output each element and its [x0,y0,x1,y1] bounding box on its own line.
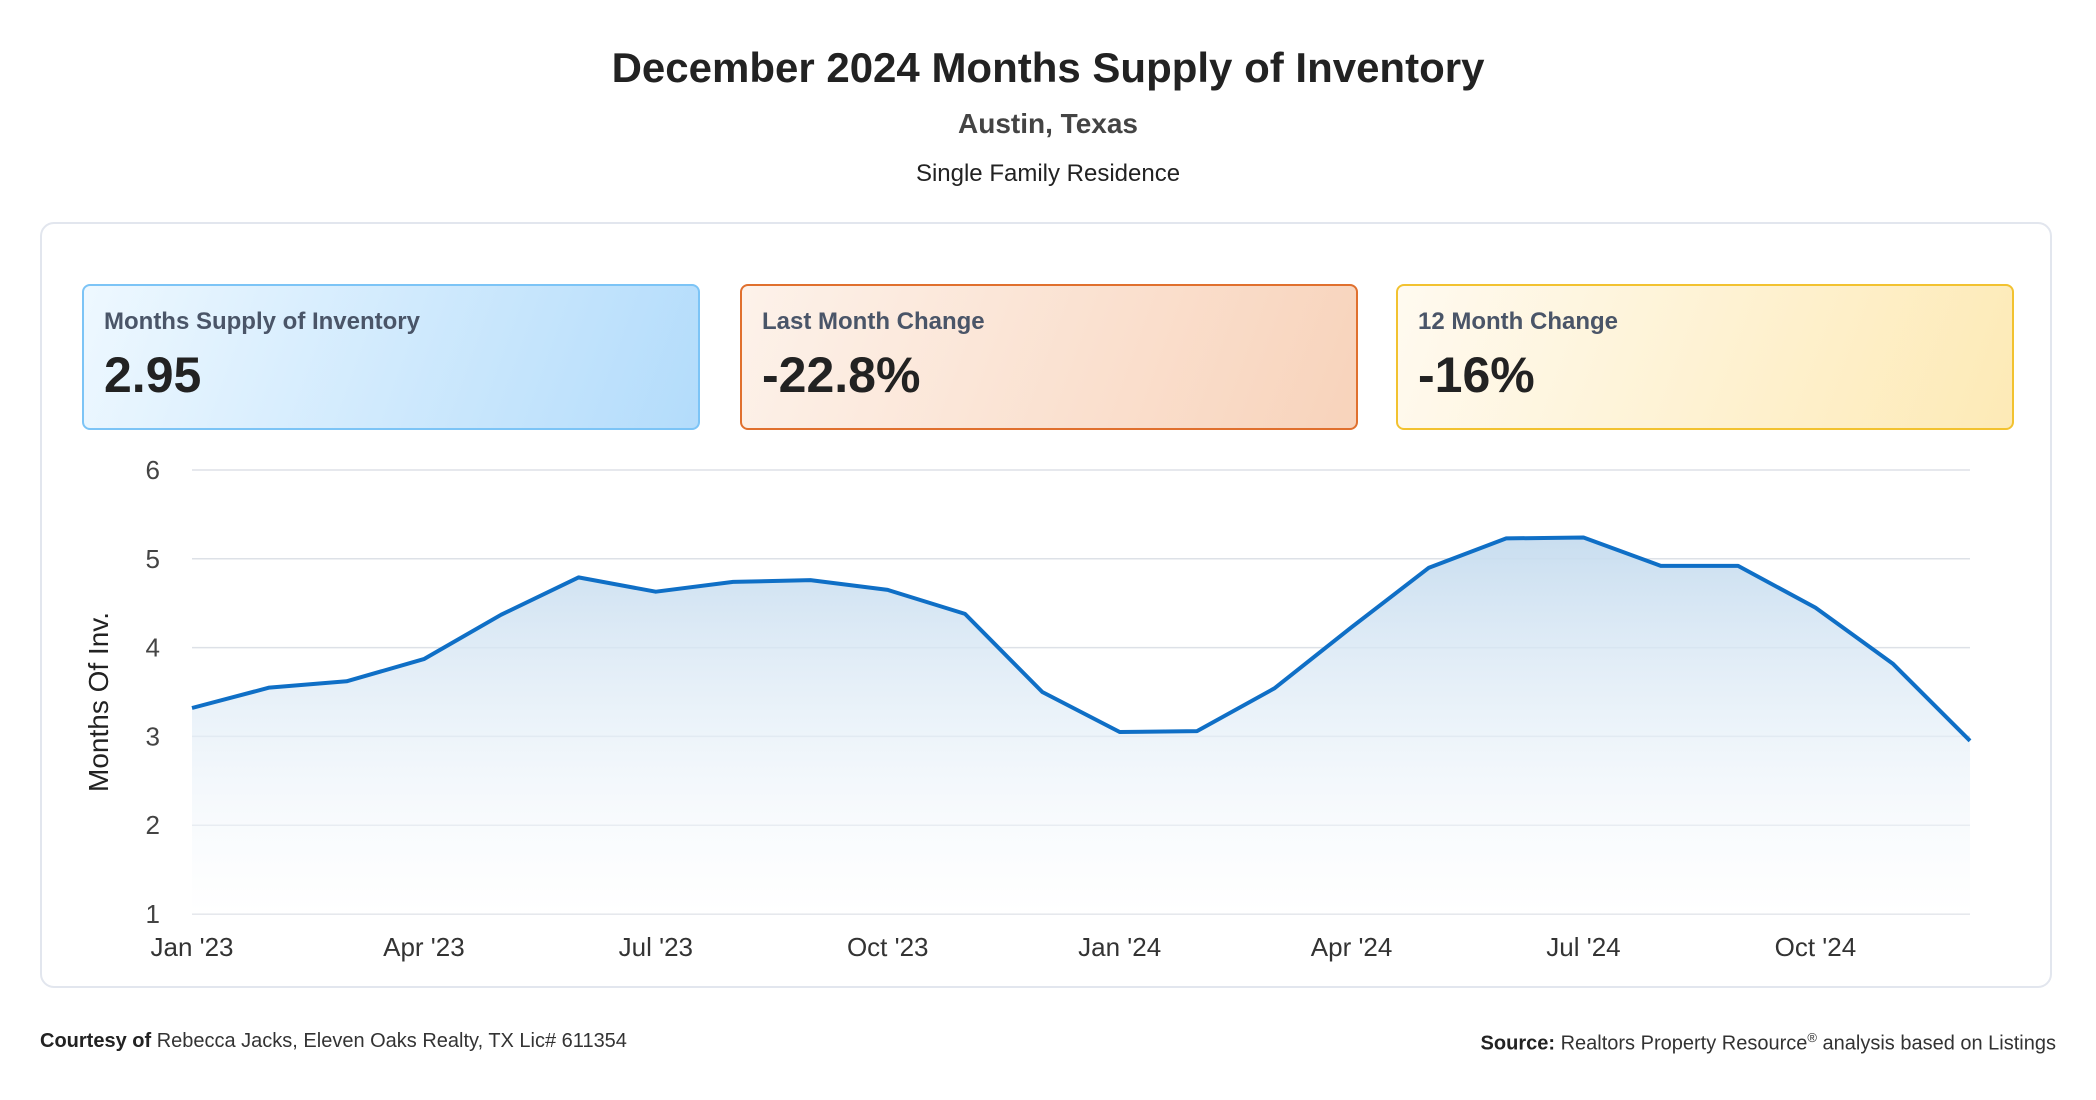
data-point [730,579,736,585]
x-tick-label: Apr '23 [383,932,465,962]
property-type-subtitle: Single Family Residence [915,160,1181,187]
stat-value: 2.95 [104,347,202,403]
data-point [576,574,582,580]
data-point [653,589,659,595]
x-tick-label: Jul '23 [619,932,693,962]
data-point [1194,728,1200,734]
stat-label: Months Supply of Inventory [104,308,420,335]
y-tick-label: 1 [146,899,160,929]
y-axis-label: Months Of Inv. [83,612,114,792]
footer-courtesy: Courtesy of Rebecca Jacks, Eleven Oaks R… [40,1030,627,1053]
source-label: Source: [1480,1032,1556,1055]
stat-label: Last Month Change [762,308,985,335]
data-point [1658,563,1664,569]
stat-value: -22.8% [762,347,921,403]
stat-value: -16% [1418,347,1535,403]
stat-card-last-month-change: Last Month Change -22.8% [740,284,1358,430]
y-axis-ticks: 1 2 3 4 5 6 [146,455,160,929]
data-point [1812,605,1818,611]
x-tick-label: Oct '23 [847,932,929,962]
location-subtitle: Austin, Texas [958,108,1138,139]
data-point [1039,689,1045,695]
stat-card-12-month-change: 12 Month Change -16% [1396,284,2014,430]
data-point [1503,535,1509,541]
data-point [189,705,195,711]
area-fill [192,537,1970,914]
area-fill-path [192,537,1970,914]
data-point [1890,661,1896,667]
y-tick-label: 2 [146,810,160,840]
data-point [1735,563,1741,569]
y-tick-label: 3 [146,721,160,751]
data-point [266,685,272,691]
series-line-path [191,535,1972,743]
chart-title: December 2024 Months Supply of Inventory [611,44,1485,91]
data-point [807,577,813,583]
x-tick-label: Jul '24 [1546,932,1620,962]
data-point [1271,685,1277,691]
data-point [498,612,504,618]
data-point [1117,729,1123,735]
stat-card-months-supply: Months Supply of Inventory 2.95 [82,284,700,430]
x-tick-label: Jan '23 [150,932,233,962]
stat-label: 12 Month Change [1418,308,1619,335]
x-tick-label: Oct '24 [1775,932,1857,962]
footer-source: Source: Realtors Property Resource® anal… [1481,1030,2056,1056]
source-suffix: analysis based on Listings [1822,1032,2056,1055]
data-point [962,611,968,617]
y-tick-label: 5 [146,544,160,574]
x-tick-label: Apr '24 [1311,932,1393,962]
data-point [885,587,891,593]
data-point [344,678,350,684]
registered-mark: ® [1807,1030,1817,1045]
y-tick-label: 6 [146,455,160,485]
x-tick-label: Jan '24 [1078,932,1161,962]
data-point [1580,534,1586,540]
courtesy-label: Courtesy of [40,1030,152,1052]
courtesy-text: Rebecca Jacks, Eleven Oaks Realty, TX Li… [156,1030,627,1052]
source-text: Realtors Property Resource [1560,1032,1808,1055]
data-point [1426,565,1432,571]
data-point [1349,624,1355,630]
data-point [1967,738,1973,744]
x-axis-ticks: Jan '23 Apr '23 Jul '23 Oct '23 Jan '24 Apr '… [150,932,1856,962]
y-tick-label: 4 [146,633,160,663]
series-line [191,535,1972,743]
data-point [421,656,427,662]
